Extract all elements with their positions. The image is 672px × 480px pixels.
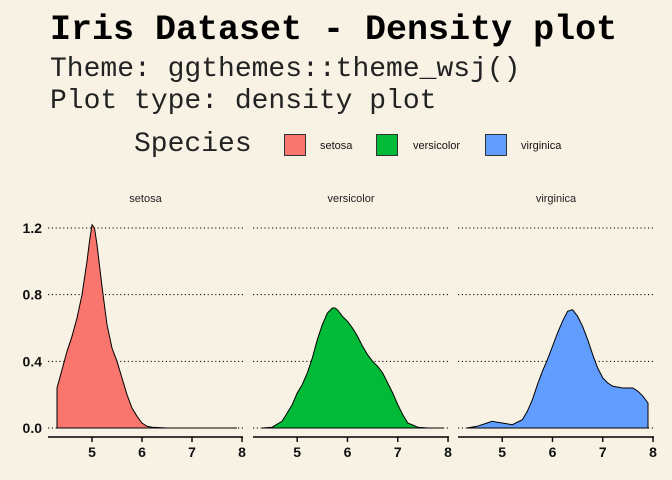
x-tick-label-versicolor-8: 8 [444,444,452,460]
chart-title: Iris Dataset - Density plot [50,10,618,50]
facet-label-versicolor: versicolor [327,193,374,205]
x-tick-label-setosa-8: 8 [238,444,246,460]
facet-label-virginica: virginica [536,193,577,205]
y-tick-label-1: 0.4 [23,353,43,369]
density-area-virginica [466,309,649,429]
y-tick-label-0: 0.0 [23,420,43,436]
y-tick-label-2: 0.8 [23,287,43,303]
x-tick-label-versicolor-5: 5 [293,444,301,460]
legend-title: Species [134,129,252,160]
y-tick-label-3: 1.2 [23,220,43,236]
legend-key-virginica [485,134,507,156]
x-tick-label-virginica-5: 5 [498,444,506,460]
facet-label-setosa: setosa [129,193,162,205]
x-tick-label-virginica-7: 7 [599,444,607,460]
density-area-versicolor [261,307,443,429]
x-tick-label-virginica-6: 6 [549,444,557,460]
chart-subtitle-plot-type: Plot type: density plot [50,86,437,117]
x-tick-label-setosa-5: 5 [88,444,96,460]
x-tick-label-virginica-8: 8 [649,444,657,460]
legend-key-setosa [284,134,306,156]
x-tick-label-versicolor-7: 7 [394,444,402,460]
legend-label-virginica: virginica [521,140,562,152]
density-area-setosa [56,223,237,429]
x-tick-label-setosa-6: 6 [138,444,146,460]
x-tick-label-setosa-7: 7 [188,444,196,460]
x-tick-label-versicolor-6: 6 [344,444,352,460]
legend-key-versicolor [376,134,398,156]
legend-label-versicolor: versicolor [413,140,461,152]
legend-label-setosa: setosa [320,140,353,152]
chart-subtitle-theme: Theme: ggthemes::theme_wsj() [50,54,521,85]
